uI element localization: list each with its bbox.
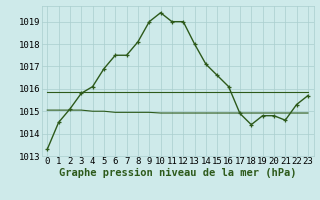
X-axis label: Graphe pression niveau de la mer (hPa): Graphe pression niveau de la mer (hPa) [59, 168, 296, 178]
